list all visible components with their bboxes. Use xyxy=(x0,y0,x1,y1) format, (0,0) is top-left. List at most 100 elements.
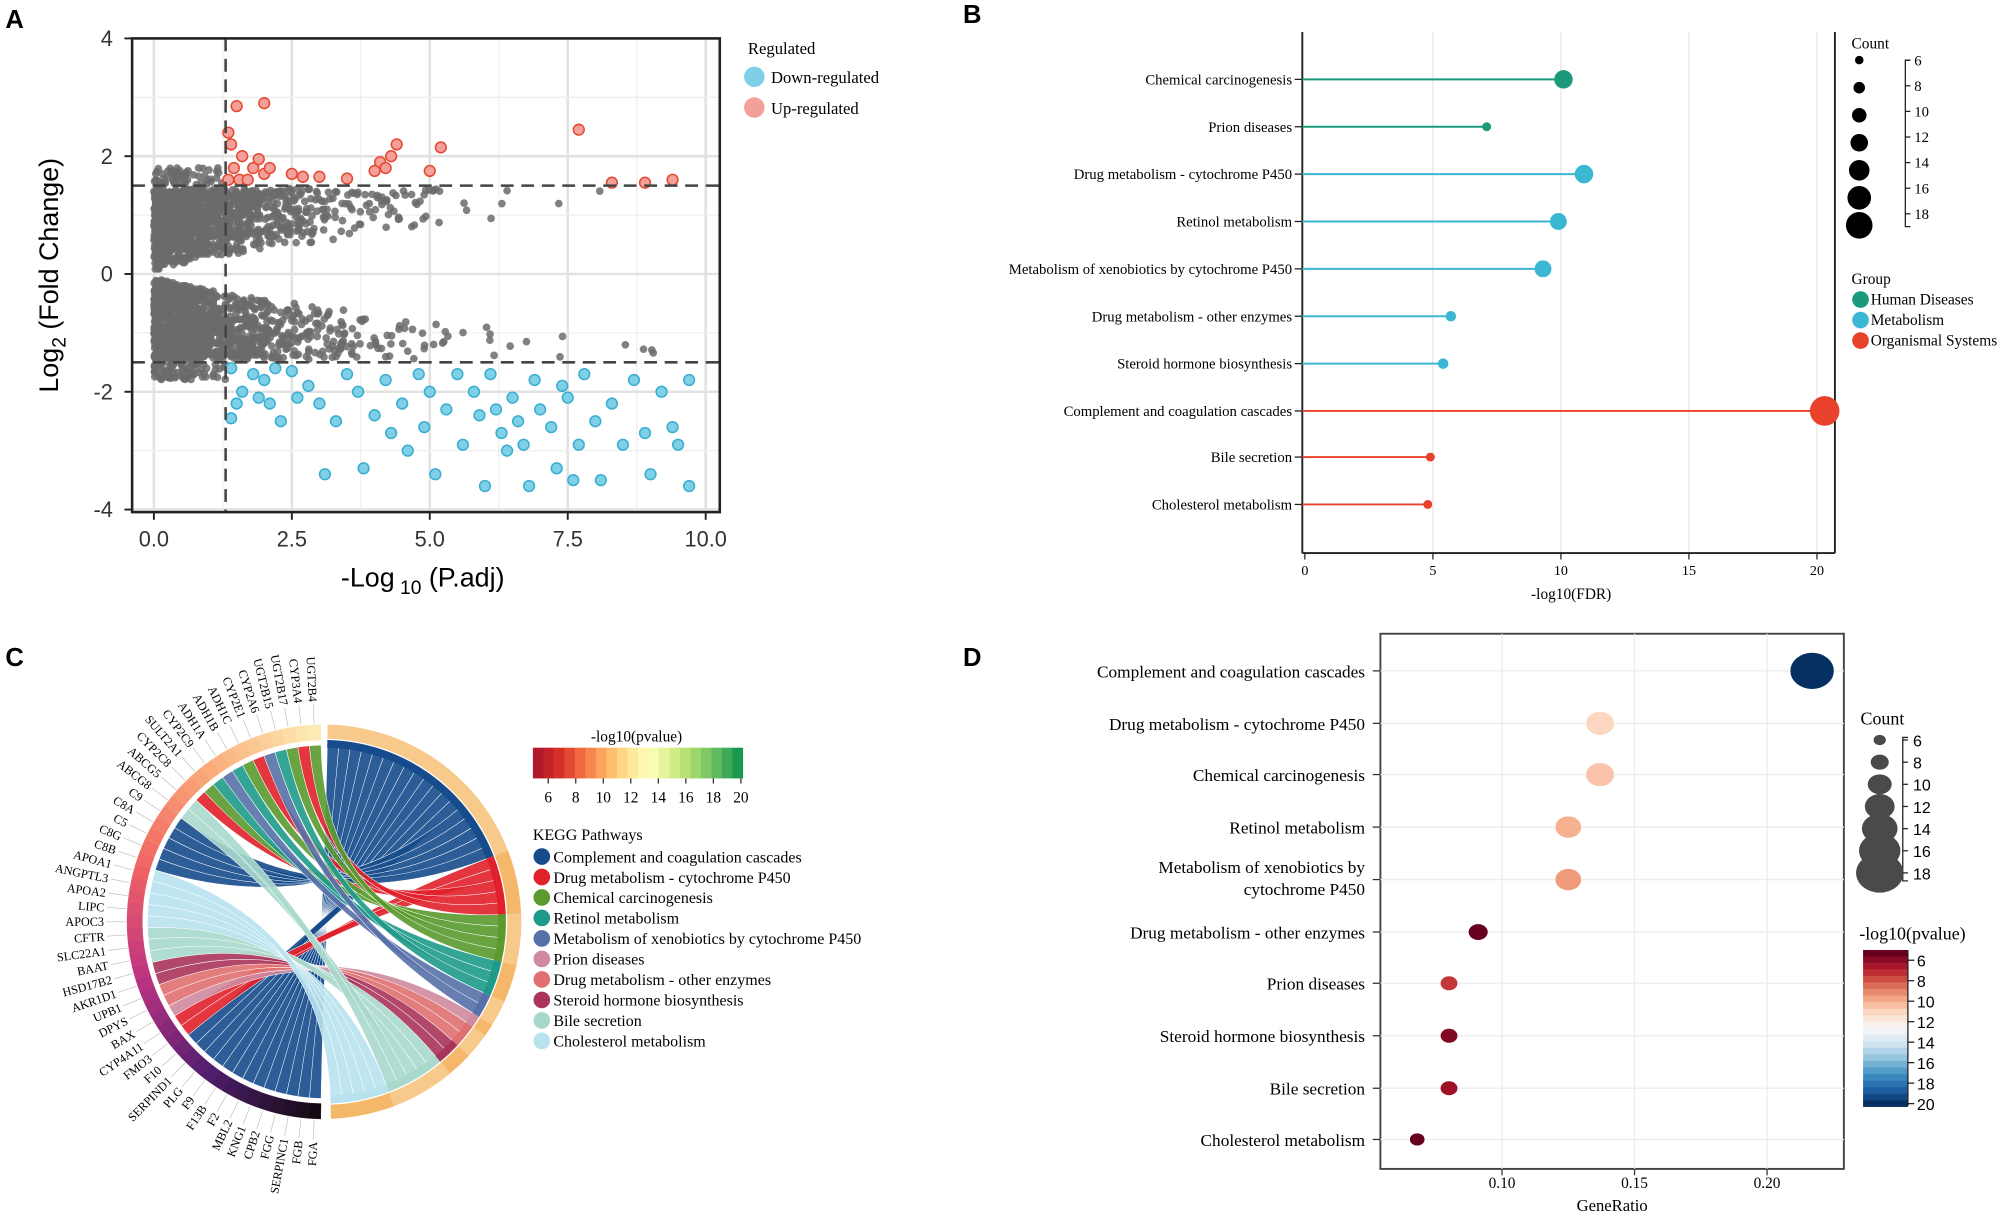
y-tick-label: -2 xyxy=(94,379,113,404)
ns-point xyxy=(199,164,207,173)
up-point xyxy=(258,97,271,110)
colorbar-cell xyxy=(1863,1047,1908,1055)
pathway-label: Prion diseases xyxy=(1267,975,1366,994)
ns-point xyxy=(336,344,345,353)
down-point xyxy=(379,373,392,387)
ns-point xyxy=(175,212,184,221)
gene-label-leader xyxy=(152,787,168,801)
ns-point xyxy=(407,190,416,199)
pathway-legend-swatch xyxy=(533,971,551,988)
pathway-label: Drug metabolism - other enzymes xyxy=(1092,309,1293,325)
y-axis-title: Log2 (Fold Change) xyxy=(34,158,71,393)
ns-point xyxy=(186,341,195,350)
colorbar-cell xyxy=(637,747,649,779)
ns-point xyxy=(229,195,238,204)
ns-point xyxy=(180,177,189,186)
ns-point xyxy=(420,341,429,350)
ns-point xyxy=(175,310,183,319)
count-legend-dot xyxy=(1864,794,1895,819)
gene-label-leader xyxy=(270,710,276,730)
colorbar-cell xyxy=(711,747,723,779)
up-point xyxy=(224,138,238,151)
ns-point xyxy=(257,296,265,305)
ns-point xyxy=(168,289,177,297)
lollipop-plot: Chemical carcinogenesis Prion diseases Dru… xyxy=(1009,32,1997,603)
lollipop-dot xyxy=(1425,452,1435,462)
ns-point xyxy=(340,330,348,339)
ns-point xyxy=(268,212,276,221)
y-title-subscript: 2 xyxy=(50,337,71,348)
ns-point xyxy=(324,188,333,197)
colorbar-tick-label: 6 xyxy=(544,790,552,807)
x-tick-label: 5.0 xyxy=(415,527,445,552)
ns-point xyxy=(382,197,391,206)
pathway-legend-label: Prion diseases xyxy=(553,952,644,969)
down-point xyxy=(252,391,265,404)
ns-point xyxy=(200,203,209,212)
ns-point xyxy=(207,336,216,345)
ns-point xyxy=(198,303,207,312)
down-point xyxy=(666,420,679,434)
gene-label-leader xyxy=(136,811,153,822)
down-point xyxy=(671,438,685,451)
ns-point xyxy=(176,284,184,293)
y-title-part: (Fold Change) xyxy=(34,158,64,337)
ns-point xyxy=(161,219,170,228)
ns-point xyxy=(164,373,172,382)
gene-label: C9 xyxy=(126,785,146,805)
ns-point xyxy=(252,215,261,223)
ns-point xyxy=(232,351,241,360)
ns-point xyxy=(265,238,274,247)
ns-point xyxy=(203,346,211,355)
down-point xyxy=(385,426,398,440)
ns-point xyxy=(239,338,248,347)
plot-area xyxy=(132,38,720,513)
down-point xyxy=(517,438,530,451)
count-tick-label: 12 xyxy=(1914,130,1929,146)
up-point xyxy=(368,164,381,178)
ns-point xyxy=(204,214,213,223)
ns-point xyxy=(232,299,240,308)
colorbar-tick-label: 16 xyxy=(1917,1056,1935,1073)
ns-point xyxy=(290,325,299,334)
down-point xyxy=(258,373,271,387)
ns-point xyxy=(305,185,314,193)
ns-point xyxy=(191,211,199,220)
ns-point xyxy=(187,375,195,384)
ns-point xyxy=(166,305,175,314)
ns-point xyxy=(401,318,410,326)
x-tick-label: 10.0 xyxy=(685,527,727,552)
pathway-legend-label: Drug metabolism - cytochrome P450 xyxy=(553,870,790,887)
x-title-subscript: 10 xyxy=(395,578,422,599)
ns-point xyxy=(348,188,356,197)
colorbar-cell xyxy=(669,747,681,779)
ns-point xyxy=(361,190,369,199)
down-point xyxy=(605,397,619,410)
count-legend-dot xyxy=(1873,734,1886,746)
down-point xyxy=(368,409,381,422)
up-point xyxy=(236,150,249,163)
gene-label: APOC3 xyxy=(65,915,104,929)
ns-point xyxy=(290,299,299,308)
gene-label: CYP3A4 xyxy=(286,658,305,704)
ns-point xyxy=(498,199,506,208)
down-point xyxy=(578,367,591,381)
ns-point xyxy=(214,199,222,208)
ns-point xyxy=(162,280,170,289)
ns-point xyxy=(248,318,257,326)
ns-point xyxy=(408,325,417,334)
ns-point xyxy=(179,200,187,209)
ns-point xyxy=(159,187,167,196)
down-point xyxy=(500,444,514,457)
ns-point xyxy=(323,205,331,214)
pathway-label: Cholesterol metabolism xyxy=(1201,1131,1366,1150)
ns-point xyxy=(429,340,438,349)
ns-point xyxy=(261,188,270,196)
colorbar-cell xyxy=(1863,1034,1908,1042)
ns-point xyxy=(268,317,277,325)
ns-point xyxy=(151,325,159,334)
ns-point xyxy=(403,347,412,356)
gene-label-leader xyxy=(192,747,206,764)
ns-point xyxy=(265,230,274,239)
colorbar-cell xyxy=(606,747,618,779)
